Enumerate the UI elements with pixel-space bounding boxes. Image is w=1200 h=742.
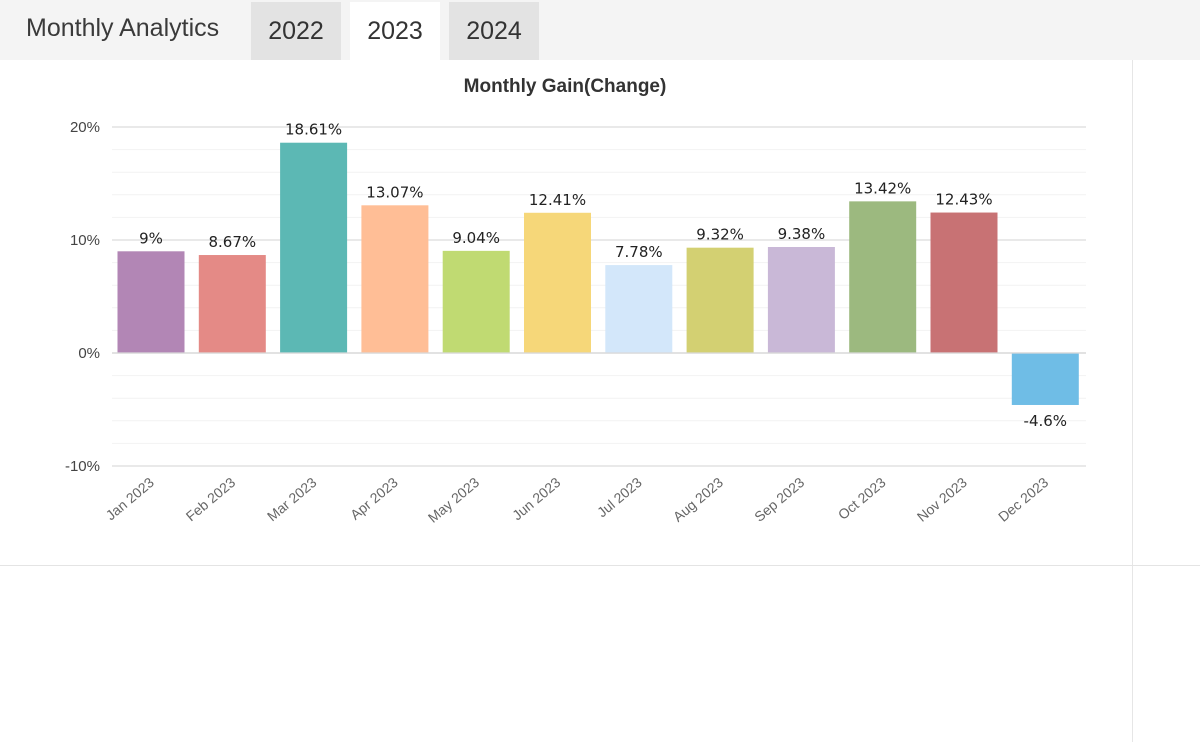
data-label: 12.41% [529,191,586,209]
data-label: 9.38% [778,225,826,243]
bar-mar-2023 [280,142,348,353]
data-label: 13.42% [854,179,911,197]
tab-2024[interactable]: 2024 [449,2,539,60]
bar-jul-2023 [605,265,673,353]
bar-apr-2023 [361,205,429,353]
data-label: 7.78% [615,243,663,261]
x-tick-label: Nov 2023 [914,474,970,525]
x-tick-label: Mar 2023 [264,474,320,524]
data-label: 12.43% [935,191,992,209]
bar-feb-2023 [198,255,266,353]
y-tick-label: 20% [70,119,100,136]
data-label: 9.04% [452,229,500,247]
y-axis-ticks: 20% 10% 0% -10% [65,119,100,475]
data-label: 13.07% [366,183,423,201]
bar-dec-2023 [1011,353,1079,405]
data-label: 9% [139,229,163,247]
bar-sep-2023 [767,247,835,353]
x-tick-label: Jan 2023 [103,474,158,523]
data-label: 18.61% [285,121,342,139]
bar-aug-2023 [686,247,754,353]
y-tick-label: -10% [65,458,100,475]
y-tick-label: 10% [70,232,100,249]
tab-2023[interactable]: 2023 [350,2,440,60]
x-tick-label: Jun 2023 [509,474,564,523]
bars [112,142,1086,405]
tab-2022[interactable]: 2022 [251,2,341,60]
data-label: -4.6% [1024,412,1068,430]
x-tick-label: May 2023 [425,474,483,526]
data-label: 8.67% [208,233,256,251]
bar-jun-2023 [524,212,591,353]
header-bar: Monthly Analytics 2022 2023 2024 [0,0,1200,60]
x-tick-label: Dec 2023 [995,474,1051,525]
data-labels: 9% 8.67% 18.61% 13.07% 9.04% 12.41% 7.78% 9.32%… [139,121,1067,430]
x-tick-label: Sep 2023 [751,474,807,525]
app-title: Monthly Analytics [26,14,220,42]
x-tick-label: Aug 2023 [670,474,726,525]
bar-nov-2023 [930,212,998,353]
x-tick-label: Apr 2023 [347,474,401,523]
x-tick-label: Jul 2023 [594,474,645,520]
data-label: 9.32% [696,226,744,244]
y-tick-label: 0% [78,345,100,362]
bar-oct-2023 [849,201,917,353]
bar-may-2023 [442,250,510,353]
bar-jan-2023 [117,251,185,353]
x-tick-label: Feb 2023 [183,474,239,524]
x-axis-ticks: Jan 2023 Feb 2023 Mar 2023 Apr 2023 May 2023… [103,474,1052,526]
monthly-gain-chart: Monthly Gain(Change) 20% 10% 0% -10% 9% 8.67… [65,76,1086,526]
panel-divider [1132,60,1133,742]
x-tick-label: Oct 2023 [835,474,889,523]
chart-title: Monthly Gain(Change) [464,76,667,97]
chart-bottom-divider [0,565,1200,566]
